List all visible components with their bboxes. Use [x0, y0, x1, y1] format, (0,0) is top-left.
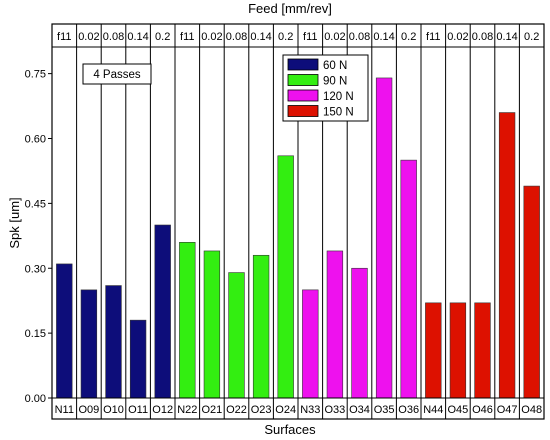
- bar-O11: [129, 319, 147, 399]
- bar-N11: [56, 263, 73, 399]
- x-axis-title: Surfaces: [264, 422, 316, 437]
- x-tick-label: O45: [448, 404, 469, 416]
- bar-O46: [474, 302, 491, 399]
- y-tick-label: 0.00: [25, 393, 46, 405]
- x-tick-label: N22: [177, 404, 197, 416]
- x-tick-label: O12: [152, 404, 173, 416]
- top-tick-label: 0.02: [447, 31, 468, 43]
- y-axis-title: Spk [um]: [7, 197, 22, 248]
- x-tick-label: O11: [128, 404, 148, 416]
- top-tick-label: 0.14: [250, 31, 271, 43]
- top-tick-label: 0.2: [524, 31, 539, 43]
- top-tick-label: 0.02: [201, 31, 222, 43]
- bar-O34: [351, 267, 368, 399]
- legend-label: 90 N: [323, 76, 347, 88]
- top-tick-label: 0.2: [401, 31, 416, 43]
- top-tick-label: 0.08: [103, 31, 124, 43]
- top-tick-label: f11: [180, 31, 194, 43]
- x-tick-label: O21: [202, 404, 223, 416]
- tick-labels: N11 f11 O09 0.02 O10 0.08 O11 0.14 O12 0.2 N22 f11 O…: [25, 31, 543, 416]
- x-tick-label: N33: [300, 404, 320, 416]
- legend-swatch: [287, 105, 319, 117]
- bar-O12: [154, 224, 171, 399]
- x-tick-label: O35: [374, 404, 395, 416]
- legend-swatch: [287, 74, 319, 86]
- x-tick-label: N11: [55, 404, 74, 416]
- top-tick-label: 0.14: [373, 31, 394, 43]
- x-tick-label: O23: [251, 404, 272, 416]
- top-tick-label: 0.08: [472, 31, 493, 43]
- bar-N33: [302, 289, 319, 399]
- legend-swatch: [287, 58, 319, 71]
- top-tick-label: f11: [426, 31, 440, 43]
- bar-N44: [425, 302, 442, 399]
- top-tick-label: 0.02: [78, 31, 99, 43]
- x-tick-label: N44: [423, 404, 443, 416]
- y-tick-label: 0.45: [25, 198, 46, 210]
- plot-frame: [48, 23, 545, 420]
- bar-O47: [498, 112, 516, 399]
- y-tick-label: 0.15: [25, 328, 46, 340]
- x-tick-label: O10: [103, 404, 124, 416]
- y-tick-label: 0.75: [25, 69, 46, 81]
- top-tick-label: 0.08: [349, 31, 370, 43]
- annotation-frame: [82, 63, 152, 85]
- x-tick-label: O09: [79, 404, 100, 416]
- x-tick-label: O36: [398, 404, 419, 416]
- legend-swatch: [287, 89, 319, 102]
- top-tick-label: 0.14: [127, 31, 148, 43]
- legend-label: 60 N: [323, 60, 347, 72]
- top-axis-title: Feed [mm/rev]: [248, 1, 332, 16]
- annotation-text: 4 Passes: [93, 69, 141, 81]
- legend-label: 150 N: [323, 107, 354, 119]
- x-tick-label: O22: [226, 404, 247, 416]
- top-tick-label: 0.2: [278, 31, 293, 43]
- bar-N22: [179, 242, 196, 399]
- x-tick-label: O48: [521, 404, 542, 416]
- y-tick-label: 0.60: [25, 134, 46, 146]
- bar-O33: [326, 250, 344, 399]
- bar-O10: [105, 285, 122, 399]
- bar-O24: [277, 155, 294, 399]
- bar-O22: [228, 272, 245, 399]
- top-tick-label: 0.14: [496, 31, 517, 43]
- bar-O36: [400, 159, 417, 399]
- top-tick-label: f11: [303, 31, 317, 43]
- bar-O35: [375, 77, 393, 399]
- top-tick-label: 0.02: [324, 31, 345, 43]
- x-tick-label: O34: [349, 404, 370, 416]
- top-tick-label: f11: [57, 31, 71, 43]
- top-tick-label: 0.2: [155, 31, 170, 43]
- x-tick-label: O47: [497, 404, 518, 416]
- bar-O21: [203, 250, 221, 399]
- category-separators: [76, 24, 520, 419]
- y-tick-label: 0.30: [25, 263, 46, 275]
- annotation-box: 4 Passes: [82, 63, 152, 85]
- plot-border: [51, 23, 545, 420]
- legend: 60 N 90 N 120 N 150 N: [282, 54, 369, 122]
- bar-O48: [523, 185, 540, 399]
- x-tick-label: O33: [325, 404, 346, 416]
- x-tick-label: O46: [472, 404, 493, 416]
- bars: [56, 77, 540, 399]
- bar-O09: [80, 289, 98, 399]
- top-tick-label: 0.08: [226, 31, 247, 43]
- bar-O23: [252, 254, 270, 399]
- legend-label: 120 N: [323, 91, 354, 103]
- x-tick-label: O24: [275, 404, 296, 416]
- bar-O45: [449, 302, 467, 399]
